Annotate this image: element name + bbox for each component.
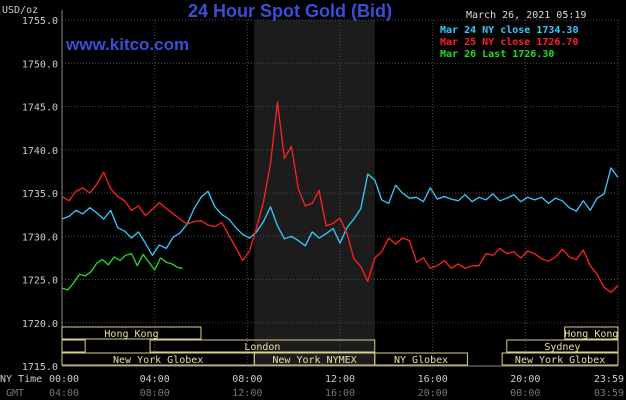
x-tick-ny: 00:00 (49, 374, 79, 385)
x-tick-gmt: 03:59 (594, 388, 624, 399)
x-tick-gmt: 16:00 (325, 388, 355, 399)
chart-title: 24 Hour Spot Gold (Bid) (188, 1, 392, 21)
y-tick-label: 1715.0 (22, 362, 58, 373)
session-box (61, 339, 86, 353)
x-tick-ny: 04:00 (140, 374, 170, 385)
x-tick-gmt: 04:00 (49, 388, 79, 399)
session-label: Sydney (544, 342, 580, 353)
legend-item-mar25: Mar 25 NY close 1726.70 (440, 37, 578, 48)
ny-time-label: NY Time (0, 374, 42, 385)
y-tick-label: 1740.0 (22, 146, 58, 157)
x-tick-gmt: 00:00 (510, 388, 540, 399)
session-label: London (244, 342, 280, 353)
y-tick-label: 1725.0 (22, 276, 58, 287)
session-box (564, 326, 619, 340)
legend: Mar 24 NY close 1734.30 Mar 25 NY close … (440, 25, 578, 60)
x-tick-ny: 08:00 (232, 374, 262, 385)
series-line-2 (61, 252, 183, 291)
website-label: www.kitco.com (65, 35, 189, 54)
session-box (149, 339, 376, 353)
x-tick-gmt: 20:00 (418, 388, 448, 399)
legend-item-mar26: Mar 26 Last 1726.30 (440, 49, 554, 60)
y-tick-label: 1735.0 (22, 189, 58, 200)
x-tick-gmt: 12:00 (232, 388, 262, 399)
session-box (506, 339, 619, 353)
session-label: New York NYMEX (272, 355, 356, 366)
legend-item-mar24: Mar 24 NY close 1734.30 (440, 25, 578, 36)
session-label: Hong Kong (564, 329, 618, 340)
session-label: New York Globex (515, 355, 605, 366)
session-box (61, 326, 202, 340)
session-box (374, 352, 468, 366)
series-line-0 (61, 167, 619, 256)
y-tick-label: 1720.0 (22, 319, 58, 330)
series-line-1 (61, 101, 619, 294)
date-label: March 26, 2021 05:19 (466, 10, 586, 21)
y-tick-label: 1750.0 (22, 59, 58, 70)
y-tick-label: 1755.0 (22, 16, 58, 27)
x-tick-gmt: 08:00 (140, 388, 170, 399)
y-tick-label: 1730.0 (22, 232, 58, 243)
session-box (501, 352, 619, 366)
x-tick-ny: 20:00 (510, 374, 540, 385)
session-label: New York Globex (113, 355, 203, 366)
session-label: Hong Kong (104, 329, 158, 340)
y-tick-label: 1745.0 (22, 103, 58, 114)
gmt-label: GMT (6, 388, 24, 399)
x-tick-ny: 16:00 (418, 374, 448, 385)
x-tick-ny: 23:59 (594, 374, 624, 385)
unit-label: USD/oz (2, 5, 38, 16)
x-tick-ny: 12:00 (325, 374, 355, 385)
session-label: NY Globex (394, 355, 448, 366)
